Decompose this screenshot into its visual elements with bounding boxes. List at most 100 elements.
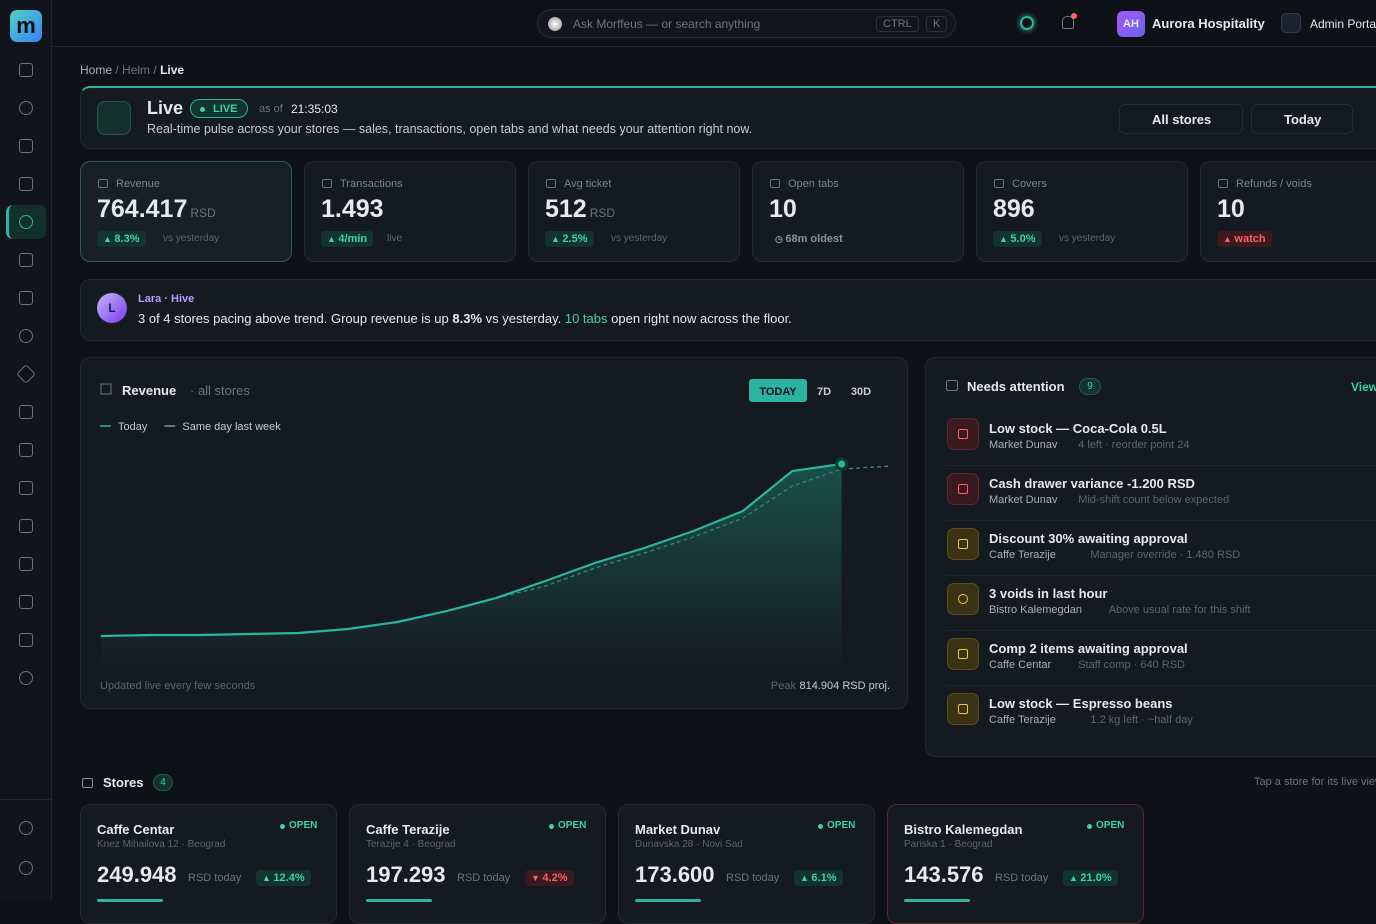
store-bar — [635, 899, 701, 902]
item-title[interactable]: Comp 2 items awaiting approval — [989, 641, 1188, 656]
item-store: Market Dunav — [989, 494, 1058, 506]
kpi-unit: RSD — [190, 206, 216, 220]
store-change: ▲ 12.4% — [256, 870, 311, 886]
filter-button[interactable]: All stores — [1119, 104, 1243, 134]
kpi-change: ▲ 5.0% — [993, 231, 1042, 247]
search-icon — [548, 17, 562, 31]
attention-title: Needs attention — [967, 379, 1065, 394]
nav-icon[interactable] — [19, 557, 33, 571]
nav-icon[interactable] — [19, 519, 33, 533]
nav-icon[interactable] — [19, 253, 33, 267]
item-icon-glyph — [958, 649, 968, 659]
item-icon — [947, 418, 979, 450]
store-bar — [904, 899, 970, 902]
kpi-card[interactable]: Covers 896 ▲ 5.0% vs yesterday — [976, 161, 1188, 262]
store-change: ▲ 6.1% — [794, 870, 843, 886]
item-icon-glyph — [958, 484, 968, 494]
crumb[interactable]: Home — [80, 63, 113, 77]
kpi-card[interactable]: Revenue 764.417 RSD ▲ 8.3% vs yesterday — [80, 161, 292, 262]
kpi-card[interactable]: Avg ticket 512 RSD ▲ 2.5% vs yesterday — [528, 161, 740, 262]
store-revenue: 249.948 — [97, 862, 177, 887]
divider — [946, 465, 1376, 466]
item-icon-glyph — [958, 594, 968, 604]
change-text: 4.2% — [542, 872, 568, 884]
store-address: Pariska 1 · Beograd — [904, 839, 993, 850]
store-card[interactable]: Caffe Centar Knez Mihailova 12 · Beograd O… — [80, 804, 337, 924]
search-box[interactable]: Ask Morffeus — or search anything CTRL K — [537, 9, 956, 38]
logo[interactable]: m — [10, 10, 42, 42]
store-name: Caffe Centar — [97, 822, 175, 837]
search-placeholder: Ask Morffeus — or search anything — [573, 17, 761, 31]
nav-icon[interactable] — [19, 215, 33, 229]
item-icon-glyph — [958, 429, 968, 439]
nav-icon[interactable] — [19, 671, 33, 685]
kpi-value: 1.493 — [321, 195, 384, 223]
store-address: Knez Mihailova 12 · Beograd — [97, 839, 226, 850]
store-card[interactable]: Bistro Kalemegdan Pariska 1 · Beograd OPEN… — [887, 804, 1144, 924]
crumb[interactable]: Helm — [122, 63, 151, 77]
item-title[interactable]: Low stock — Coca-Cola 0.5L — [989, 421, 1167, 436]
peak-value: 814.904 RSD proj. — [800, 680, 891, 692]
as-of-time: 21:35:03 — [291, 102, 338, 116]
kpi-unit: RSD — [589, 206, 616, 220]
nav-icon[interactable] — [19, 63, 33, 77]
attention-link[interactable]: View — [1351, 380, 1376, 394]
nav-icon[interactable] — [19, 443, 33, 457]
item-title[interactable]: 3 voids in last hour — [989, 586, 1108, 601]
bell-icon[interactable] — [1062, 16, 1074, 29]
filter-text: Today — [1284, 112, 1322, 127]
status-icon[interactable] — [1020, 16, 1034, 30]
nav-icon[interactable] — [19, 481, 33, 495]
item-icon — [947, 473, 979, 505]
account-name[interactable]: Aurora Hospitality — [1152, 16, 1265, 31]
line — [100, 462, 842, 638]
nav-icon[interactable] — [19, 291, 33, 305]
sidebar: m — [0, 0, 52, 900]
chart-icon — [100, 383, 112, 395]
item-detail: Mid-shift count below expected — [1078, 494, 1230, 506]
item-title[interactable]: Cash drawer variance -1.200 RSD — [989, 476, 1195, 491]
nav-icon[interactable] — [19, 177, 33, 191]
arrow: ▲ — [551, 234, 563, 244]
item-detail: Staff comp · 640 RSD — [1078, 659, 1185, 671]
kpi-card[interactable]: Transactions 1.493 ▲ 4/min live — [304, 161, 516, 262]
nav-icon[interactable] — [19, 101, 33, 115]
arrow: ▼ — [531, 873, 543, 883]
notification-dot — [1071, 13, 1077, 19]
kpi-value: 10 — [1217, 195, 1245, 223]
portal-name[interactable]: Admin Portal — [1310, 17, 1376, 31]
kpi-card[interactable]: Refunds / voids 10 ▲ watch — [1200, 161, 1376, 262]
kpi-label: Transactions — [340, 178, 403, 190]
kpi-label: Open tabs — [788, 178, 839, 190]
avatar[interactable]: AH — [1117, 11, 1145, 37]
item-icon — [947, 528, 979, 560]
breadcrumb: Home / Helm / Live — [80, 63, 185, 77]
item-title[interactable]: Discount 30% awaiting approval — [989, 531, 1188, 546]
nav-icon[interactable] — [19, 821, 33, 835]
kpi-note: vs yesterday — [611, 233, 668, 244]
nav-icon[interactable] — [19, 139, 33, 153]
status-dot — [818, 824, 823, 829]
nav-icon[interactable] — [16, 364, 36, 384]
store-card[interactable]: Market Dunav Dunavska 28 · Novi Sad OPEN 17… — [618, 804, 875, 924]
kpi-card[interactable]: Open tabs 10 ◷ 68m oldest — [752, 161, 964, 262]
chart: Revenue · all stores Updated live every … — [100, 379, 892, 692]
stores-hint: Tap a store for its live view — [1254, 776, 1376, 788]
nav-icon[interactable] — [19, 595, 33, 609]
attention-card: Needs attention 9 View Low stock — Coca-… — [925, 357, 1376, 757]
store-card[interactable]: Caffe Terazije Terazije 4 · Beograd OPEN 19… — [349, 804, 606, 924]
text: open right now across the floor. — [607, 311, 792, 326]
kpi-note: live — [387, 233, 403, 244]
nav-icon[interactable] — [19, 405, 33, 419]
crumb: Live — [160, 63, 185, 77]
nav-icon[interactable] — [19, 633, 33, 647]
item-icon — [947, 693, 979, 725]
range-option: TODAY — [759, 386, 797, 398]
item-icon-glyph — [958, 704, 968, 714]
nav-icon[interactable] — [19, 861, 33, 875]
chart-footer: Updated live every few seconds — [100, 680, 256, 692]
item-title[interactable]: Low stock — Espresso beans — [989, 696, 1173, 711]
nav-icon[interactable] — [19, 329, 33, 343]
filter-button[interactable]: Today — [1251, 104, 1353, 134]
link[interactable]: 10 tabs — [564, 311, 608, 326]
